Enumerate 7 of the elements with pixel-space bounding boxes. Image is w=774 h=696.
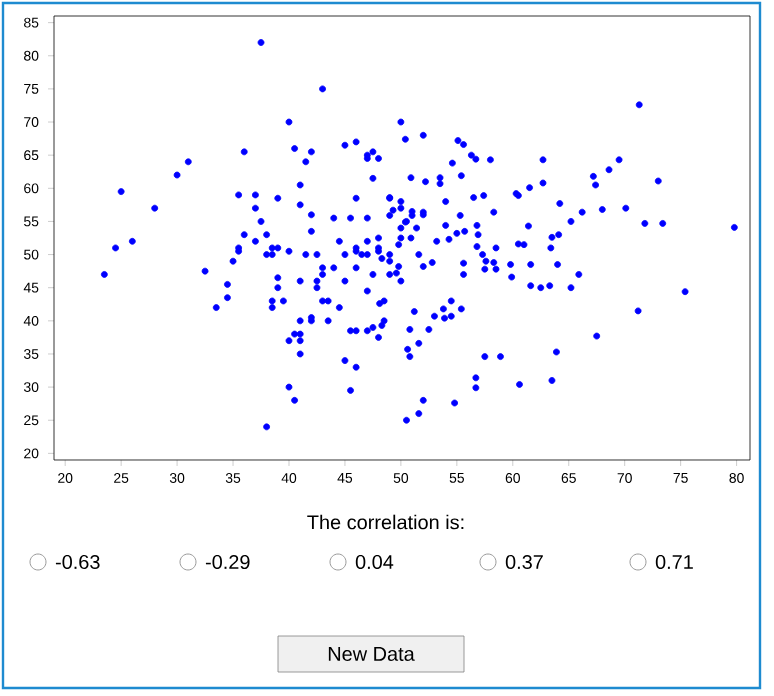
text: 0.37 <box>505 554 543 570</box>
text: 0.04 <box>355 554 394 570</box>
text: -0.63 <box>55 554 100 570</box>
text: New Data <box>328 647 415 661</box>
text: The correlation is: <box>307 514 464 530</box>
text: 0.71 <box>655 554 693 570</box>
text: -0.29 <box>205 554 250 570</box>
